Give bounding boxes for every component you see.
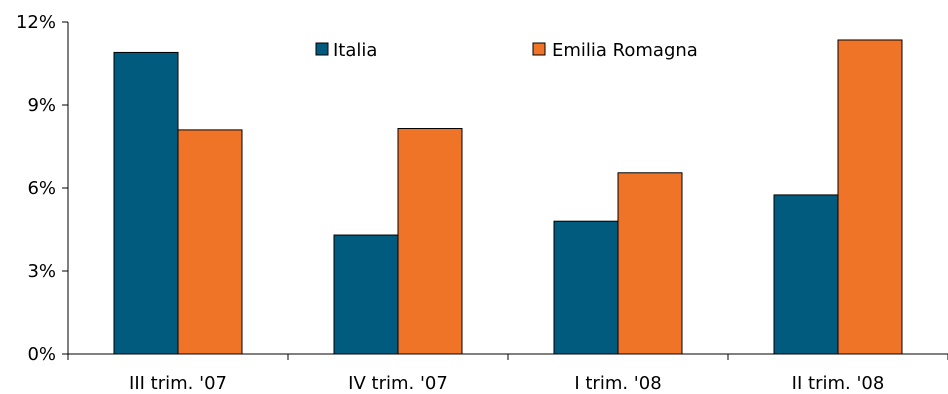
bar-emilia-romagna-1 bbox=[177, 129, 243, 355]
x-category-label: III trim. '07 bbox=[129, 373, 227, 394]
x-category-label: I trim. '08 bbox=[574, 373, 661, 394]
bars-group bbox=[113, 39, 903, 355]
y-tick-label: 12% bbox=[16, 12, 56, 33]
y-tick-label: 9% bbox=[27, 95, 56, 116]
bar-italia-1 bbox=[113, 51, 179, 355]
legend-label-emilia-romagna: Emilia Romagna bbox=[552, 40, 698, 61]
legend-label-italia: Italia bbox=[333, 40, 377, 61]
legend: Italia Emilia Romagna bbox=[315, 40, 698, 61]
y-ticks-group: 0% 3% 6% 9% 12% bbox=[16, 12, 68, 365]
bar-italia-3 bbox=[553, 220, 619, 355]
x-category-label: II trim. '08 bbox=[792, 373, 885, 394]
bar-italia-4 bbox=[773, 194, 839, 355]
bar-emilia-romagna-4 bbox=[837, 39, 903, 355]
legend-swatch-italia bbox=[315, 42, 329, 56]
y-tick-label: 0% bbox=[27, 344, 56, 365]
bar-emilia-romagna-3 bbox=[617, 172, 683, 355]
x-category-label: IV trim. '07 bbox=[348, 373, 448, 394]
y-tick-label: 6% bbox=[27, 178, 56, 199]
y-tick-label: 3% bbox=[27, 261, 56, 282]
bar-emilia-romagna-2 bbox=[397, 128, 463, 355]
x-labels-group: III trim. '07 IV trim. '07 I trim. '08 II t… bbox=[67, 354, 948, 394]
legend-swatch-emilia-romagna bbox=[532, 42, 546, 56]
bar-italia-2 bbox=[333, 234, 399, 355]
